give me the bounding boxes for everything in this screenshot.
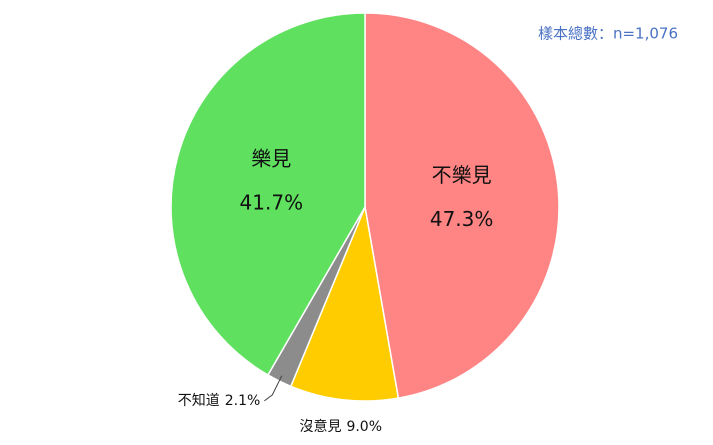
slice-label: 不樂見 [432,163,492,187]
value-label: 9.0% [346,419,382,435]
slice-label: 不知道 [178,392,220,409]
sample-size-note: 樣本總數：n=1,076 [538,25,678,43]
pie-slice [364,12,560,399]
value-label: 41.7% [240,190,304,214]
value-label: 2.1% [225,393,261,409]
slice-label: 樂見 [251,146,291,170]
outside-label: 沒意見 9.0% [299,418,382,435]
value-label: 47.3% [430,207,494,231]
slice-label: 沒意見 [299,418,341,435]
pie-slice [289,204,400,402]
leader-line [264,375,283,402]
outside-label: 不知道 2.1% [178,392,261,409]
pie-slice [170,12,366,376]
